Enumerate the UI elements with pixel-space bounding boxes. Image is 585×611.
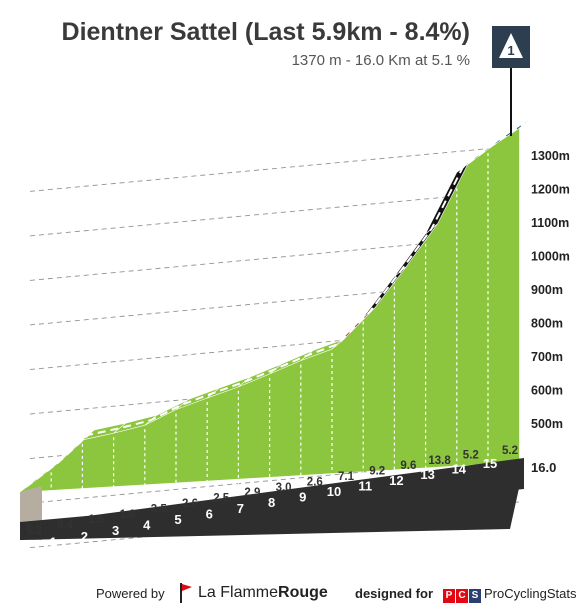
gradient-label: 5.2 <box>463 449 479 461</box>
gradient-label: 9.6 <box>400 460 416 472</box>
pcs-letter-c: C <box>456 589 468 603</box>
badge-label: 1 <box>507 43 514 58</box>
gradient-label: 2.9 <box>244 487 260 499</box>
km-label: 2 <box>81 529 88 544</box>
y-grid-line <box>29 144 524 192</box>
band-center-line <box>25 122 526 488</box>
km-label: 9 <box>299 490 306 505</box>
brand-logo[interactable]: La FlammeRouge <box>198 584 328 602</box>
category-1-climb-icon <box>499 33 523 58</box>
pcs-letter-p: P <box>443 589 455 603</box>
gradient-band-segment <box>487 117 532 150</box>
label-layer: 1 2 3 4 5 6 7 8 9 10 11 12 13 14 155.3 6.4 1.5 1.8 3.5 2.6 2… <box>26 149 570 549</box>
y-tick-label: 900m <box>531 283 563 297</box>
km-label: 14 <box>452 462 467 477</box>
y-tick-label: 700m <box>531 350 563 364</box>
gradient-label: 2.5 <box>213 493 230 505</box>
y-grid-line <box>29 456 524 504</box>
km-label: 4 <box>143 518 151 533</box>
pcs-letter-s: S <box>469 589 481 603</box>
gradient-label: 2.6 <box>182 498 198 510</box>
gradient-label: 7.1 <box>338 471 355 483</box>
gradient-label: 1.5 <box>88 514 105 526</box>
y-tick-label: 1200m <box>531 183 570 197</box>
band-layer <box>19 117 532 540</box>
designed-for-label: designed for <box>355 586 434 601</box>
gradient-label: 5.3 <box>26 525 42 537</box>
y-tick-label: 1100m <box>531 216 569 230</box>
gradient-label: 2.6 <box>307 476 323 488</box>
km-label: 8 <box>268 495 275 510</box>
summit-badge: 1 <box>492 26 530 136</box>
km-label: 3 <box>112 523 119 538</box>
y-tick-label: 800m <box>531 317 563 331</box>
gradient-label: 1.8 <box>120 509 137 521</box>
total-distance-label: 16.0 <box>531 460 556 475</box>
y-grid-line <box>29 278 524 326</box>
km-label: 1 <box>50 534 57 549</box>
flag-logo-icon <box>180 583 192 603</box>
gradient-label: 3.0 <box>276 482 292 494</box>
y-tick-label: 1000m <box>531 250 570 264</box>
km-label: 5 <box>174 512 181 527</box>
y-grid-line <box>29 189 524 237</box>
km-label: 12 <box>389 473 403 488</box>
gradient-label: 9.2 <box>369 466 385 478</box>
km-label: 13 <box>420 467 434 482</box>
y-grid-line <box>29 323 524 370</box>
km-label: 6 <box>206 506 213 521</box>
brand-part2: Rouge <box>278 584 328 601</box>
climb-subtitle: 1370 m - 16.0 Km at 5.1 % <box>291 52 470 69</box>
y-tick-label: 500m <box>531 417 563 431</box>
brand-part1: La Flamme <box>198 584 279 601</box>
footer: Powered by La FlammeRouge designed for P… <box>0 583 585 607</box>
km-label: 15 <box>483 456 497 471</box>
y-tick-label: 1300m <box>531 149 570 163</box>
km-axis-band-fill <box>20 458 524 540</box>
pcs-name: ProCyclingStats <box>484 586 577 601</box>
y-tick-label: 600m <box>531 384 563 398</box>
gradient-label: 5.2 <box>502 445 518 457</box>
km-label: 7 <box>237 501 244 516</box>
gradient-label: 13.8 <box>428 455 451 467</box>
km-label: 11 <box>358 478 372 493</box>
powered-by-label: Powered by <box>96 586 165 601</box>
km-label: 10 <box>327 484 341 499</box>
gradient-label: 3.5 <box>151 503 168 515</box>
climb-title: Dientner Sattel (Last 5.9km - 8.4%) <box>61 18 470 46</box>
y-grid-line <box>29 233 524 281</box>
gradient-label: 6.4 <box>57 520 74 532</box>
elevation-profile-chart: 1 2 3 4 5 6 7 8 9 10 11 12 13 14 155.3 6.4 1.5 1.8 3.5 2.6 2… <box>19 26 570 549</box>
